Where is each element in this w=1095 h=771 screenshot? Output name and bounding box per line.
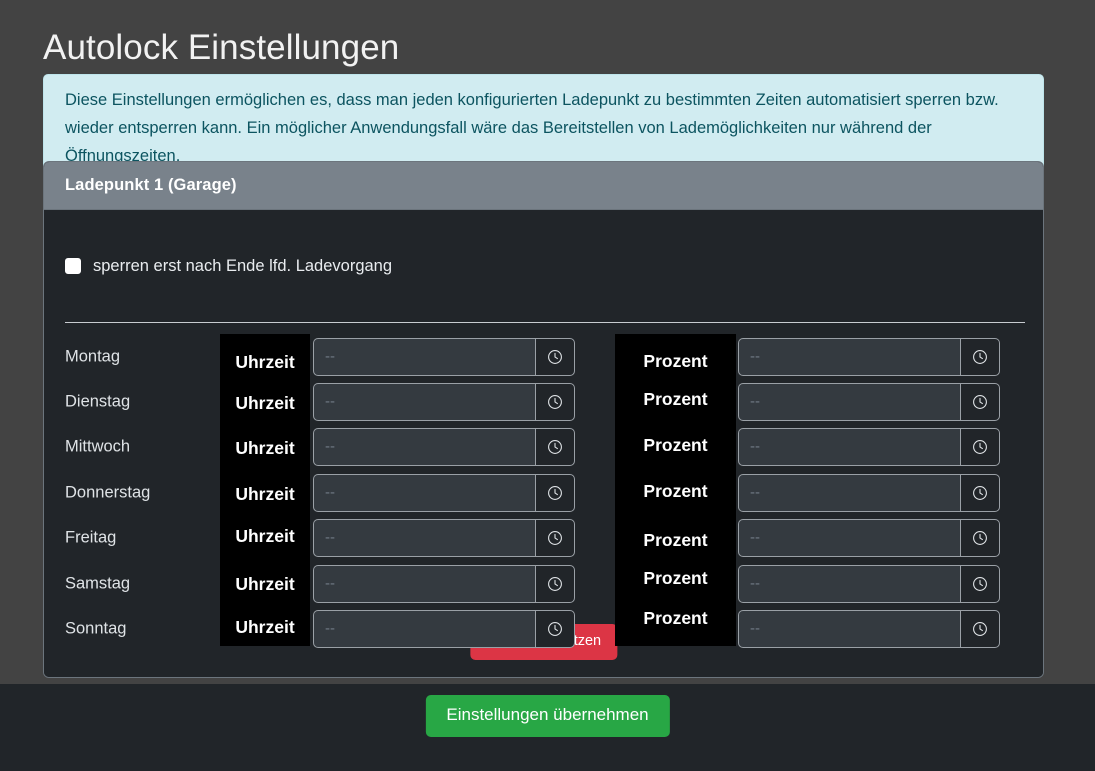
- charge-point-card: Ladepunkt 1 (Garage) sperren erst nach E…: [43, 161, 1044, 678]
- day-label-6: Sonntag: [65, 619, 127, 638]
- schedule-row: Freitag: [44, 516, 1043, 561]
- time-caption-block: Uhrzeit Uhrzeit Uhrzeit Uhrzeit Uhrzeit …: [220, 334, 310, 646]
- card-body: sperren erst nach Ende lfd. Ladevorgang …: [44, 210, 1043, 677]
- apply-settings-button[interactable]: Einstellungen übernehmen: [425, 695, 670, 737]
- time-input-5[interactable]: [313, 564, 535, 603]
- time-caption-donnerstag: Uhrzeit: [235, 484, 295, 504]
- time-caption-montag: Uhrzeit: [235, 352, 295, 372]
- time-input-group-5: [313, 564, 575, 603]
- time-caption-sonntag: Uhrzeit: [235, 617, 295, 637]
- schedule-row: Dienstag: [44, 379, 1043, 424]
- percent-input-5[interactable]: [738, 564, 960, 603]
- percent-caption-mittwoch: Prozent: [643, 435, 708, 455]
- clock-icon[interactable]: [960, 610, 1000, 649]
- time-caption-dienstag: Uhrzeit: [235, 393, 295, 413]
- day-label-5: Samstag: [65, 574, 131, 593]
- lock-after-charge-checkbox[interactable]: [65, 258, 81, 274]
- percent-input-group-1: [738, 383, 1000, 422]
- section-divider: [65, 322, 1025, 323]
- time-input-group-1: [313, 383, 575, 422]
- percent-input-2[interactable]: [738, 428, 960, 467]
- clock-icon[interactable]: [535, 383, 575, 422]
- percent-input-4[interactable]: [738, 519, 960, 558]
- time-input-2[interactable]: [313, 428, 535, 467]
- day-label-2: Mittwoch: [65, 437, 131, 456]
- percent-input-3[interactable]: [738, 473, 960, 512]
- time-input-group-4: [313, 519, 575, 558]
- schedule-row: Montag: [44, 334, 1043, 379]
- time-caption-samstag: Uhrzeit: [235, 574, 295, 594]
- percent-input-group-4: [738, 519, 1000, 558]
- percent-caption-sonntag: Prozent: [643, 608, 708, 628]
- clock-icon[interactable]: [960, 564, 1000, 603]
- clock-icon[interactable]: [535, 337, 575, 376]
- percent-input-group-5: [738, 564, 1000, 603]
- clock-icon[interactable]: [960, 428, 1000, 467]
- percent-caption-freitag: Prozent: [643, 530, 708, 550]
- page-title: Autolock Einstellungen: [43, 28, 400, 67]
- clock-icon[interactable]: [535, 473, 575, 512]
- percent-input-1[interactable]: [738, 383, 960, 422]
- time-input-1[interactable]: [313, 383, 535, 422]
- time-input-group-3: [313, 473, 575, 512]
- percent-caption-dienstag: Prozent: [643, 389, 708, 409]
- day-label-1: Dienstag: [65, 392, 131, 411]
- percent-caption-montag: Prozent: [643, 351, 708, 371]
- schedule-row: Donnerstag: [44, 470, 1043, 515]
- time-input-group-0: [313, 337, 575, 376]
- clock-icon[interactable]: [960, 383, 1000, 422]
- time-input-0[interactable]: [313, 337, 535, 376]
- card-header: Ladepunkt 1 (Garage): [44, 162, 1043, 210]
- day-label-4: Freitag: [65, 528, 117, 547]
- clock-icon[interactable]: [535, 519, 575, 558]
- clock-icon[interactable]: [535, 610, 575, 649]
- time-caption-mittwoch: Uhrzeit: [235, 438, 295, 458]
- time-input-4[interactable]: [313, 519, 535, 558]
- lock-after-charge-label[interactable]: sperren erst nach Ende lfd. Ladevorgang: [93, 257, 393, 275]
- day-label-3: Donnerstag: [65, 483, 151, 502]
- schedule-row: Sonntag: [44, 606, 1043, 651]
- percent-caption-block: Prozent Prozent Prozent Prozent Prozent …: [615, 334, 736, 646]
- percent-input-group-2: [738, 428, 1000, 467]
- percent-input-group-3: [738, 473, 1000, 512]
- weekly-schedule: Uhrzeit Uhrzeit Uhrzeit Uhrzeit Uhrzeit …: [44, 334, 1043, 652]
- time-input-6[interactable]: [313, 610, 535, 649]
- percent-input-6[interactable]: [738, 610, 960, 649]
- clock-icon[interactable]: [960, 337, 1000, 376]
- card-header-title: Ladepunkt 1 (Garage): [65, 176, 237, 194]
- percent-caption-donnerstag: Prozent: [643, 481, 708, 501]
- time-input-group-2: [313, 428, 575, 467]
- schedule-row: Samstag: [44, 561, 1043, 606]
- percent-input-group-0: [738, 337, 1000, 376]
- percent-input-group-6: [738, 610, 1000, 649]
- clock-icon[interactable]: [960, 519, 1000, 558]
- lock-after-charge-row[interactable]: sperren erst nach Ende lfd. Ladevorgang: [65, 256, 392, 276]
- schedule-row: Mittwoch: [44, 425, 1043, 470]
- percent-caption-samstag: Prozent: [643, 568, 708, 588]
- clock-icon[interactable]: [535, 564, 575, 603]
- day-label-0: Montag: [65, 347, 121, 366]
- time-input-group-6: [313, 610, 575, 649]
- clock-icon[interactable]: [535, 428, 575, 467]
- percent-input-0[interactable]: [738, 337, 960, 376]
- clock-icon[interactable]: [960, 473, 1000, 512]
- time-input-3[interactable]: [313, 473, 535, 512]
- time-caption-freitag: Uhrzeit: [235, 526, 295, 546]
